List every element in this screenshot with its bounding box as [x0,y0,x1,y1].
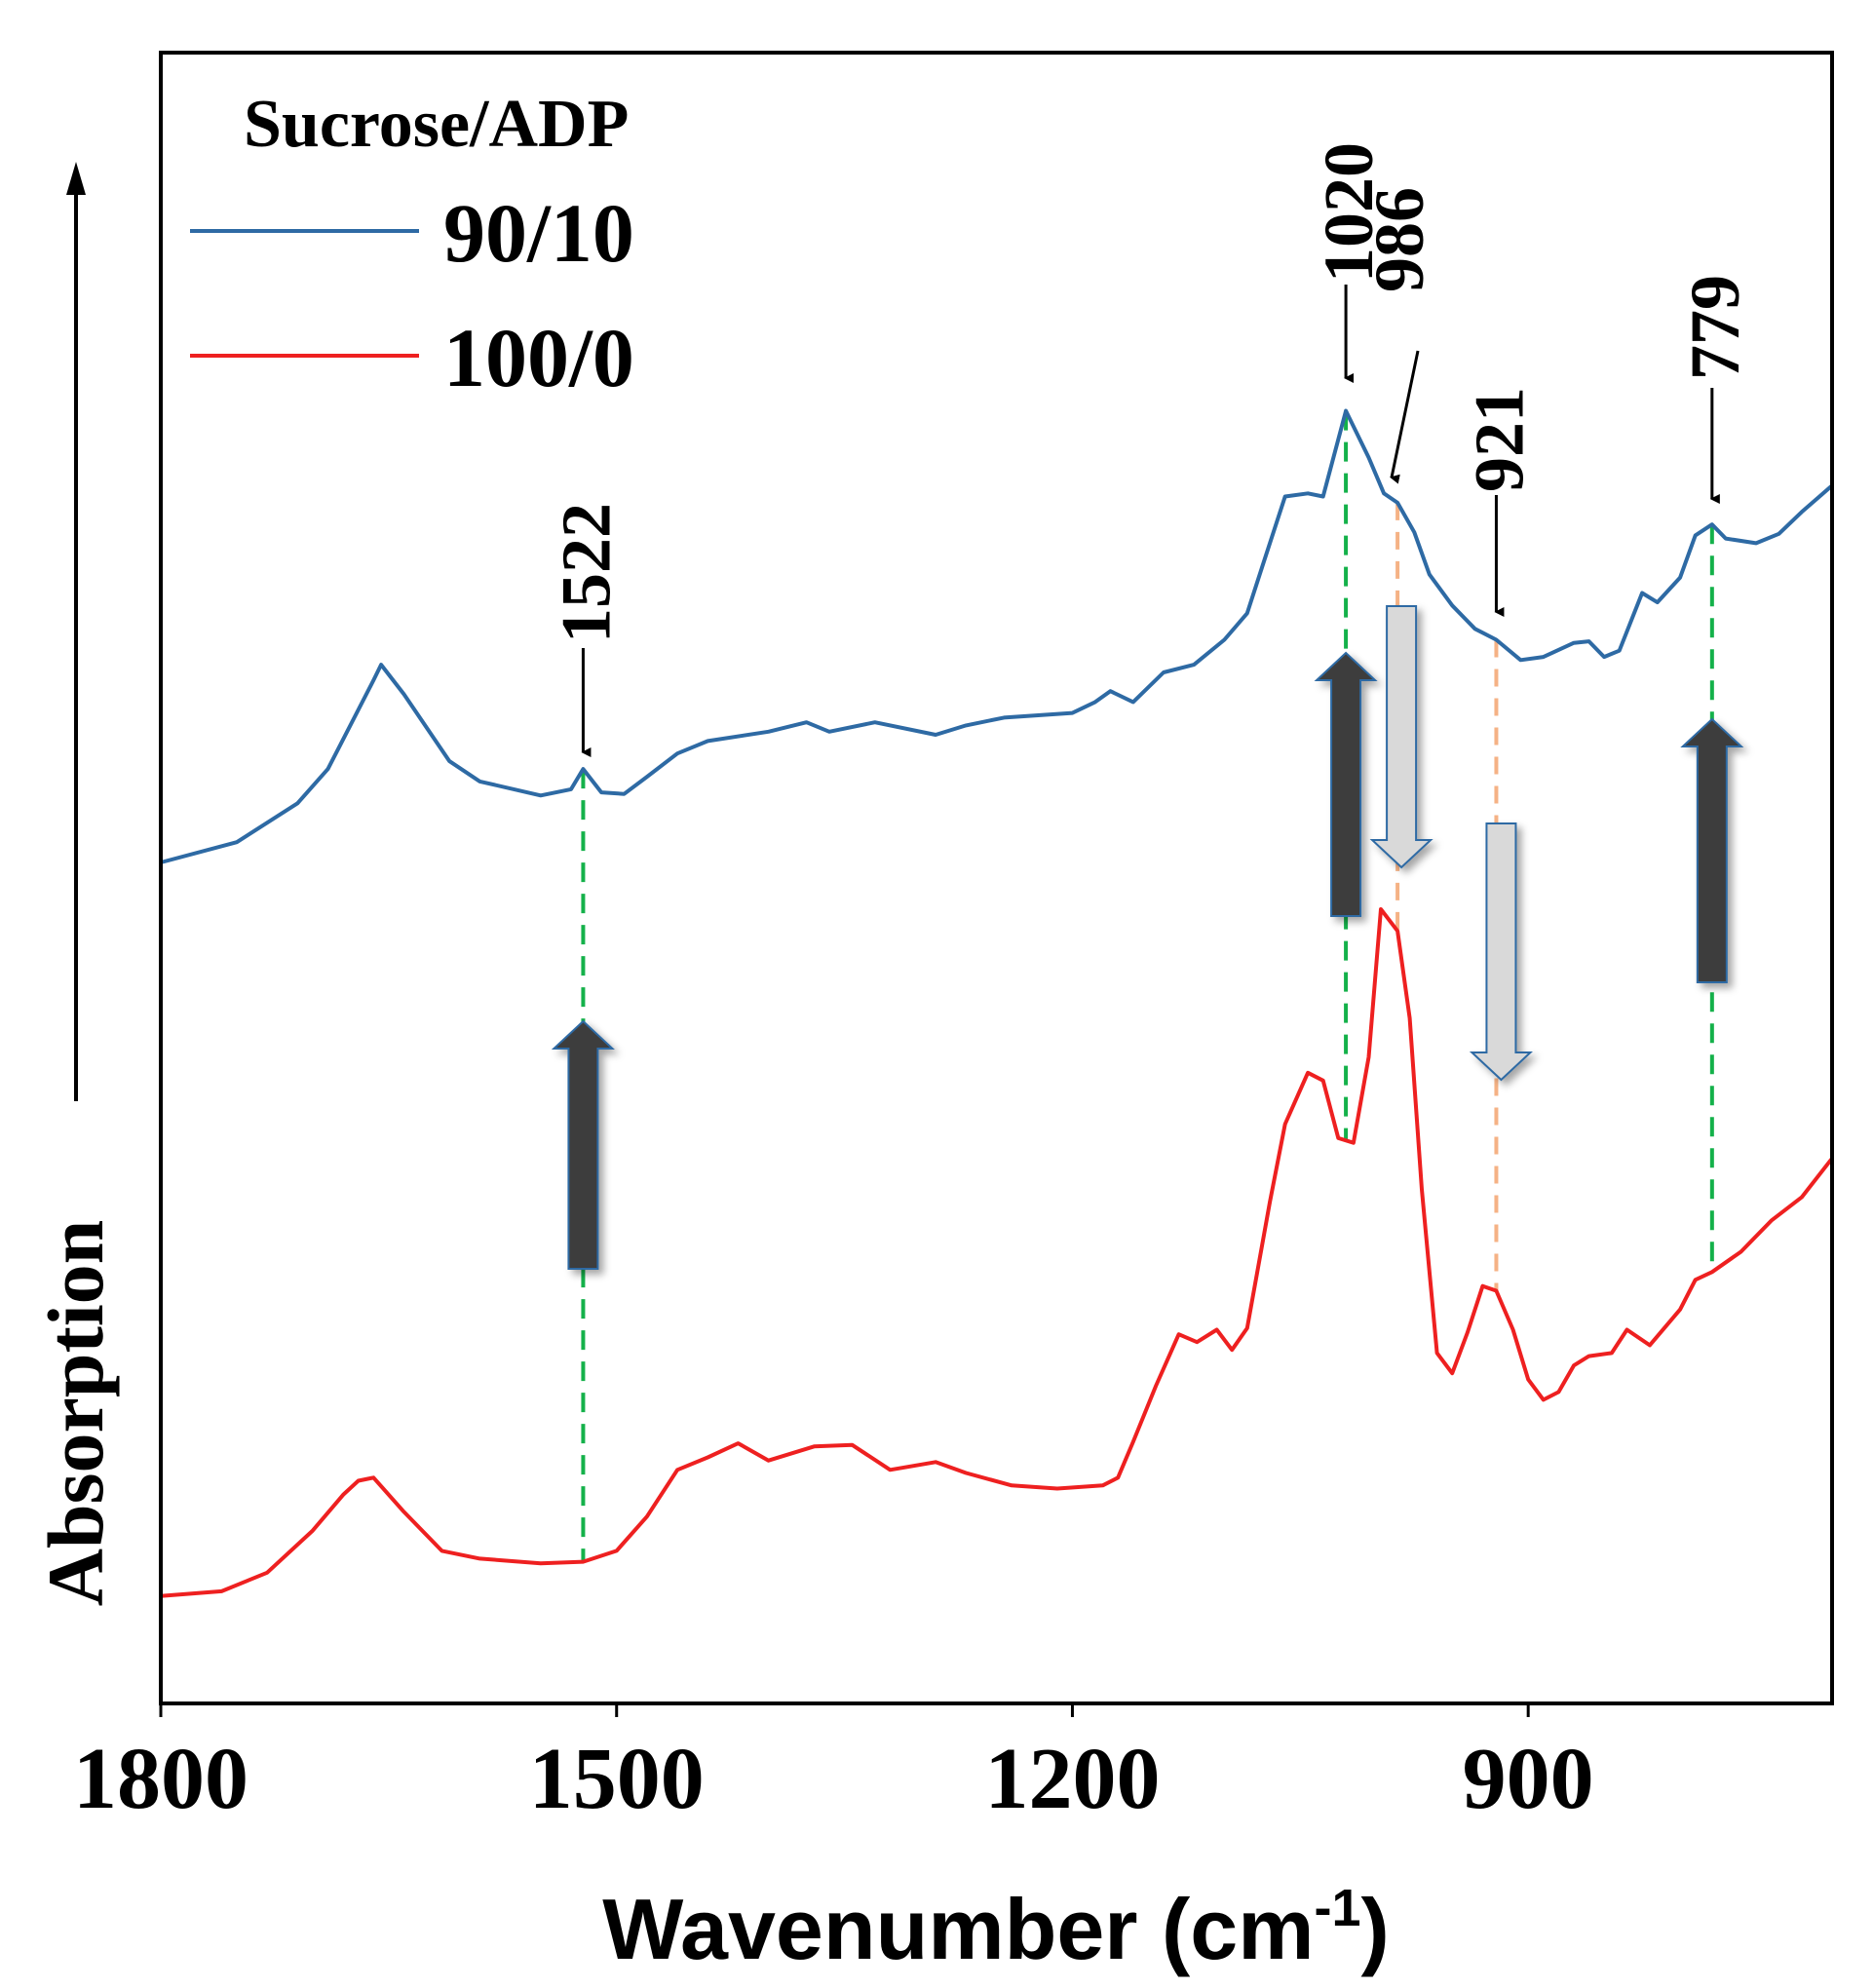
decrease-arrow-921 [1469,822,1533,1082]
legend-label-90-10: 90/10 [443,186,634,280]
peak-label-986: 986 [1360,187,1438,292]
peak-pointer-986 [1390,350,1420,484]
legend-title: Sucrose/ADP [244,87,629,162]
x-tick-label-1500: 1500 [529,1731,705,1827]
legend: Sucrose/ADP 90/10 100/0 [190,87,634,404]
peak-label-779: 779 [1676,275,1754,380]
increase-arrow-779 [1680,717,1744,983]
increase-arrow-1522 [551,1019,615,1270]
x-axis-ticks: 1800 1500 1200 900 [73,1703,1594,1827]
x-tick-label-1800: 1800 [73,1731,248,1827]
y-axis-arrow-head [66,162,86,195]
series-line-90-10 [160,408,1834,864]
x-axis-label: Wavenumber (cm-1) [602,1879,1390,1977]
x-axis-label-close: ) [1360,1881,1389,1977]
decrease-arrow-986 [1369,605,1433,869]
peak-label-1020: 1020 [1310,142,1388,283]
guide-lines [581,410,1714,1562]
trend-arrows [551,605,1744,1270]
peak-label-1522: 1522 [547,503,625,643]
plot-frame [159,51,1834,1705]
x-tick-label-900: 900 [1463,1731,1594,1827]
series-line-100-0 [160,907,1834,1598]
x-tick-label-1200: 1200 [984,1731,1160,1827]
y-axis-label: Absorption [31,1220,120,1606]
series-lines [160,408,1834,1598]
legend-label-100-0: 100/0 [443,311,634,404]
x-axis-label-superscript: -1 [1314,1879,1360,1937]
peak-label-921: 921 [1460,387,1538,492]
increase-arrow-1020 [1314,651,1378,917]
